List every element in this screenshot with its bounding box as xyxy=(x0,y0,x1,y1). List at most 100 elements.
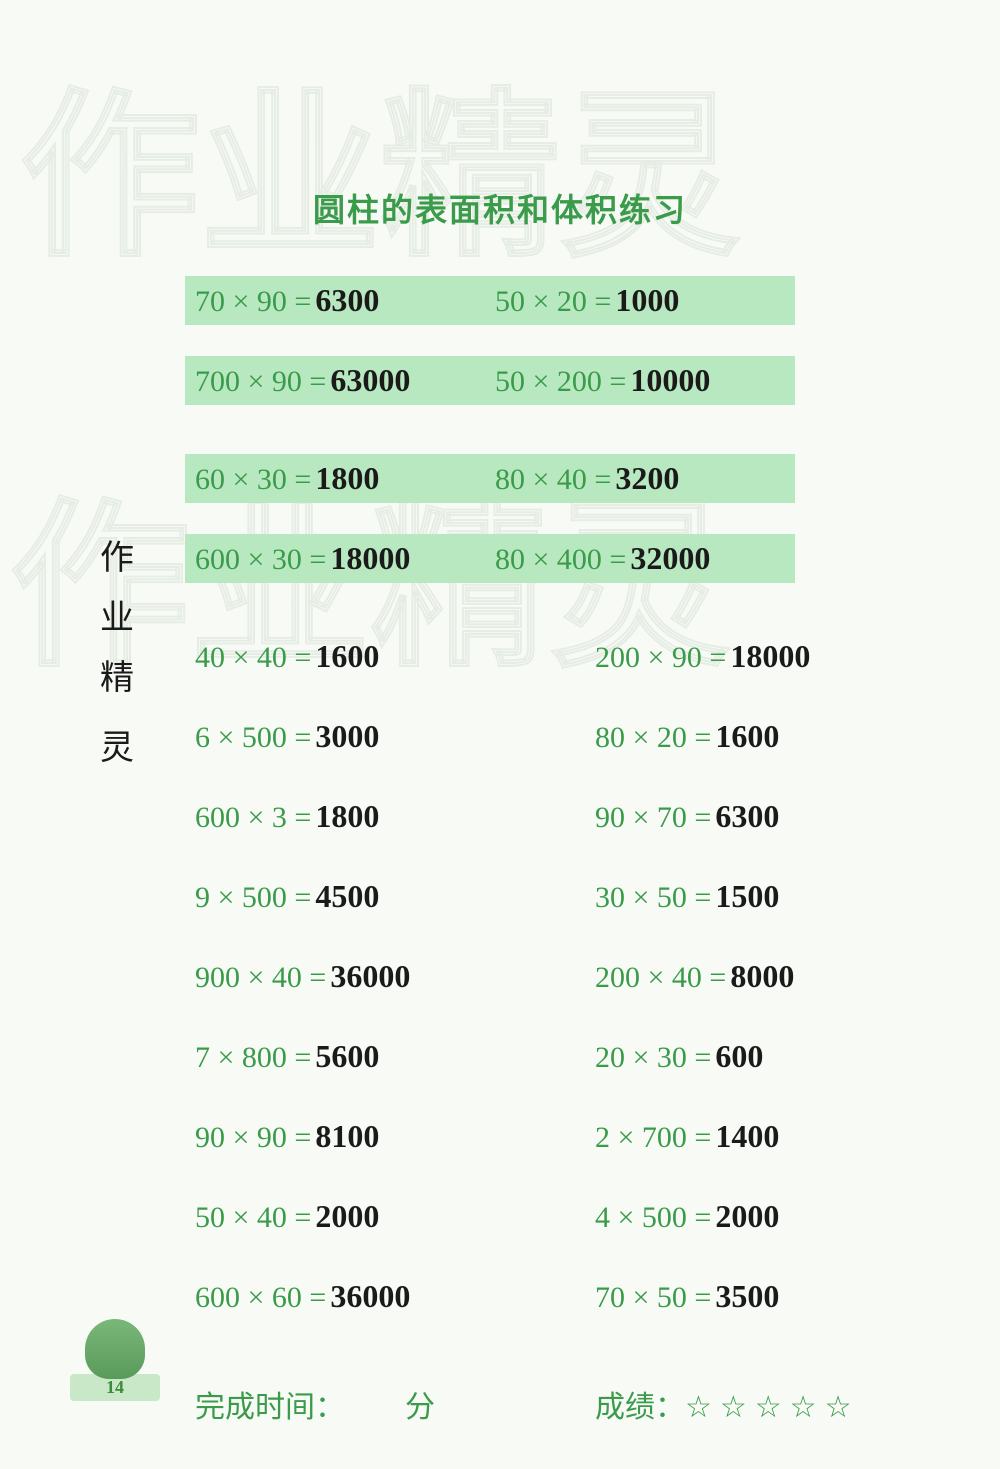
problem-right: 30 × 50 = 1500 xyxy=(595,878,975,915)
problems-container: 70 × 90 = 6300 50 × 20 = 1000 700 × 90 =… xyxy=(0,276,1000,1352)
problem-row: 600 × 60 = 36000 70 × 50 = 3500 xyxy=(195,1272,1000,1320)
star-rating: ☆☆☆☆☆ xyxy=(685,1391,859,1424)
answer: 18000 xyxy=(730,638,810,675)
problem-row: 70 × 90 = 6300 50 × 20 = 1000 xyxy=(195,276,1000,324)
problem-left: 50 × 40 = 2000 xyxy=(195,1198,575,1235)
expression: 4 × 500 = xyxy=(595,1201,711,1235)
problem-left: 900 × 40 = 36000 xyxy=(195,958,575,995)
problem-left: 7 × 800 = 5600 xyxy=(195,1038,575,1075)
expression: 60 × 30 = xyxy=(195,463,311,497)
expression: 80 × 20 = xyxy=(595,721,711,755)
answer: 36000 xyxy=(330,1278,410,1315)
expression: 900 × 40 = xyxy=(195,961,326,995)
expression: 20 × 30 = xyxy=(595,1041,711,1075)
expression: 6 × 500 = xyxy=(195,721,311,755)
expression: 50 × 20 = xyxy=(495,285,611,319)
answer: 3500 xyxy=(715,1278,779,1315)
answer: 32000 xyxy=(630,540,710,577)
answer: 1400 xyxy=(715,1118,779,1155)
problem-right: 20 × 30 = 600 xyxy=(595,1038,975,1075)
expression: 200 × 40 = xyxy=(595,961,726,995)
score: 成绩：☆☆☆☆☆ xyxy=(595,1382,859,1426)
answer: 600 xyxy=(715,1038,763,1075)
answer: 1600 xyxy=(315,638,379,675)
expression: 200 × 90 = xyxy=(595,641,726,675)
problem-row: 90 × 90 = 8100 2 × 700 = 1400 xyxy=(195,1112,1000,1160)
expression: 40 × 40 = xyxy=(195,641,311,675)
problem-left: 600 × 30 = 18000 xyxy=(185,534,495,583)
answer: 1500 xyxy=(715,878,779,915)
answer: 8100 xyxy=(315,1118,379,1155)
answer: 1800 xyxy=(315,460,379,497)
expression: 50 × 200 = xyxy=(495,365,626,399)
problem-row: 50 × 40 = 2000 4 × 500 = 2000 xyxy=(195,1192,1000,1240)
expression: 70 × 50 = xyxy=(595,1281,711,1315)
answer: 6300 xyxy=(315,282,379,319)
problem-right: 200 × 90 = 18000 xyxy=(595,638,975,675)
problem-left: 600 × 60 = 36000 xyxy=(195,1278,575,1315)
problem-left: 70 × 90 = 6300 xyxy=(185,276,495,325)
problem-right: 4 × 500 = 2000 xyxy=(595,1198,975,1235)
answer: 6300 xyxy=(715,798,779,835)
expression: 9 × 500 = xyxy=(195,881,311,915)
group-spacer xyxy=(195,436,1000,454)
expression: 600 × 30 = xyxy=(195,543,326,577)
score-label: 成绩： xyxy=(595,1391,685,1424)
expression: 7 × 800 = xyxy=(195,1041,311,1075)
page-title: 圆柱的表面积和体积练习 xyxy=(0,185,1000,231)
expression: 600 × 3 = xyxy=(195,801,311,835)
answer: 5600 xyxy=(315,1038,379,1075)
problem-right: 80 × 40 = 3200 xyxy=(485,454,795,503)
problem-left: 6 × 500 = 3000 xyxy=(195,718,575,755)
problem-right: 50 × 200 = 10000 xyxy=(485,356,795,405)
problem-row: 60 × 30 = 1800 80 × 40 = 3200 xyxy=(195,454,1000,502)
problem-row: 6 × 500 = 3000 80 × 20 = 1600 xyxy=(195,712,1000,760)
group-spacer xyxy=(195,614,1000,632)
time-unit: 分 xyxy=(405,1391,435,1424)
problem-left: 9 × 500 = 4500 xyxy=(195,878,575,915)
problem-right: 200 × 40 = 8000 xyxy=(595,958,975,995)
expression: 600 × 60 = xyxy=(195,1281,326,1315)
answer: 1800 xyxy=(315,798,379,835)
problem-row: 700 × 90 = 63000 50 × 200 = 10000 xyxy=(195,356,1000,404)
answer: 18000 xyxy=(330,540,410,577)
expression: 90 × 70 = xyxy=(595,801,711,835)
problem-row: 9 × 500 = 4500 30 × 50 = 1500 xyxy=(195,872,1000,920)
answer: 3200 xyxy=(615,460,679,497)
problem-left: 700 × 90 = 63000 xyxy=(185,356,495,405)
time-label: 完成时间： xyxy=(195,1391,345,1424)
answer: 4500 xyxy=(315,878,379,915)
answer: 2000 xyxy=(315,1198,379,1235)
problem-left: 40 × 40 = 1600 xyxy=(195,638,575,675)
problem-right: 80 × 400 = 32000 xyxy=(485,534,795,583)
problem-right: 80 × 20 = 1600 xyxy=(595,718,975,755)
problem-row: 7 × 800 = 5600 20 × 30 = 600 xyxy=(195,1032,1000,1080)
answer: 8000 xyxy=(730,958,794,995)
problem-left: 90 × 90 = 8100 xyxy=(195,1118,575,1155)
problem-left: 600 × 3 = 1800 xyxy=(195,798,575,835)
expression: 80 × 400 = xyxy=(495,543,626,577)
problem-right: 90 × 70 = 6300 xyxy=(595,798,975,835)
answer: 3000 xyxy=(315,718,379,755)
expression: 700 × 90 = xyxy=(195,365,326,399)
problem-right: 50 × 20 = 1000 xyxy=(485,276,795,325)
expression: 50 × 40 = xyxy=(195,1201,311,1235)
problem-row: 40 × 40 = 1600 200 × 90 = 18000 xyxy=(195,632,1000,680)
answer: 1600 xyxy=(715,718,779,755)
answer: 36000 xyxy=(330,958,410,995)
problem-row: 600 × 3 = 1800 90 × 70 = 6300 xyxy=(195,792,1000,840)
problem-left: 60 × 30 = 1800 xyxy=(185,454,495,503)
problem-row: 600 × 30 = 18000 80 × 400 = 32000 xyxy=(195,534,1000,582)
expression: 2 × 700 = xyxy=(595,1121,711,1155)
page-content: 圆柱的表面积和体积练习 70 × 90 = 6300 50 × 20 = 100… xyxy=(0,0,1000,1426)
answer: 10000 xyxy=(630,362,710,399)
answer: 63000 xyxy=(330,362,410,399)
answer: 1000 xyxy=(615,282,679,319)
footer: 完成时间： 分 成绩：☆☆☆☆☆ xyxy=(0,1382,1000,1426)
completion-time: 完成时间： 分 xyxy=(195,1382,575,1426)
expression: 70 × 90 = xyxy=(195,285,311,319)
expression: 30 × 50 = xyxy=(595,881,711,915)
problem-right: 2 × 700 = 1400 xyxy=(595,1118,975,1155)
expression: 90 × 90 = xyxy=(195,1121,311,1155)
answer: 2000 xyxy=(715,1198,779,1235)
